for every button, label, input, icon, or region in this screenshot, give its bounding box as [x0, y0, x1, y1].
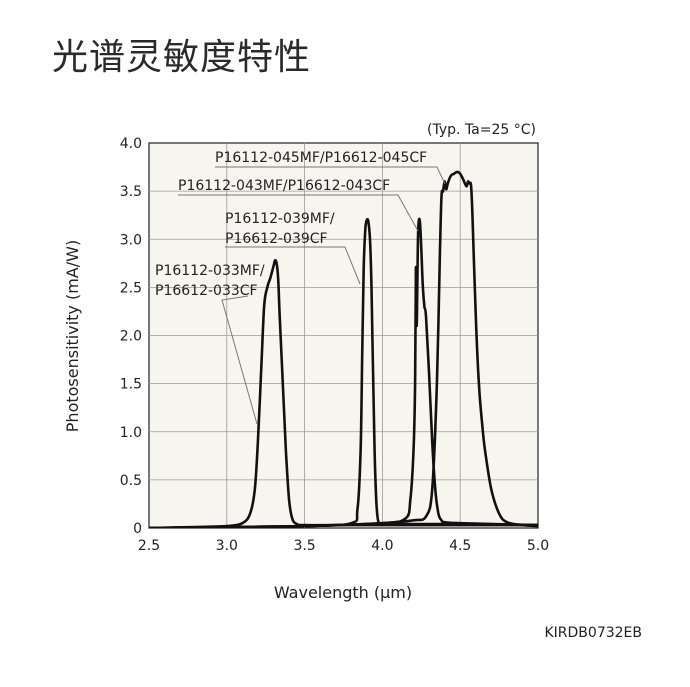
- y-tick-label: 2.5: [120, 280, 142, 296]
- series-labels: P16112-033MF/P16612-033CF P16112-039MF/P1…: [155, 150, 427, 299]
- y-tick-label: 3.5: [120, 184, 142, 200]
- series-layer: [149, 170, 538, 528]
- series-label-1: P16612-033CF: [155, 283, 258, 299]
- y-tick-label: 3.0: [120, 232, 142, 248]
- leader-line-2: [225, 246, 361, 285]
- page-title: 光谱灵敏度特性: [52, 37, 312, 78]
- leader-line-3: [178, 194, 419, 232]
- series-label-3: P16112-043MF/P16612-043CF: [178, 178, 390, 194]
- y-tick-labels: 0 0.5 1.0 1.5 2.0 2.5 3.0 3.5 4.0: [120, 136, 142, 537]
- y-tick-label: 1.5: [120, 377, 142, 393]
- series-line-4: [149, 170, 538, 528]
- y-tick-label: 1.0: [120, 425, 142, 441]
- x-axis-title: Wavelength (μm): [274, 583, 412, 602]
- y-tick-label: 0.5: [120, 473, 142, 489]
- x-tick-label: 4.0: [371, 538, 393, 554]
- x-tick-label: 3.5: [293, 538, 315, 554]
- series-label-2: P16112-039MF/: [225, 211, 335, 227]
- x-tick-label: 4.5: [449, 538, 471, 554]
- x-tick-labels: 2.5 3.0 3.5 4.0 4.5 5.0: [138, 538, 549, 554]
- y-tick-label: 4.0: [120, 136, 142, 152]
- series-line-3: [149, 217, 538, 528]
- grid: [149, 143, 538, 528]
- y-axis-title: Photosensitivity (mA/W): [63, 240, 82, 432]
- leader-line-4: [215, 166, 446, 185]
- x-tick-label: 2.5: [138, 538, 160, 554]
- series-label-2: P16612-039CF: [225, 231, 328, 247]
- y-tick-label: 0: [133, 521, 142, 537]
- x-tick-label: 3.0: [216, 538, 238, 554]
- figure-code: KIRDB0732EB: [544, 625, 642, 641]
- leader-line-1: [221, 295, 258, 425]
- annotation-leaders: [178, 166, 446, 425]
- series-label-1: P16112-033MF/: [155, 263, 265, 279]
- series-label-4: P16112-045MF/P16612-045CF: [215, 150, 427, 166]
- condition-note: (Typ. Ta=25 °C): [427, 122, 536, 138]
- y-tick-label: 2.0: [120, 329, 142, 345]
- x-tick-label: 5.0: [527, 538, 549, 554]
